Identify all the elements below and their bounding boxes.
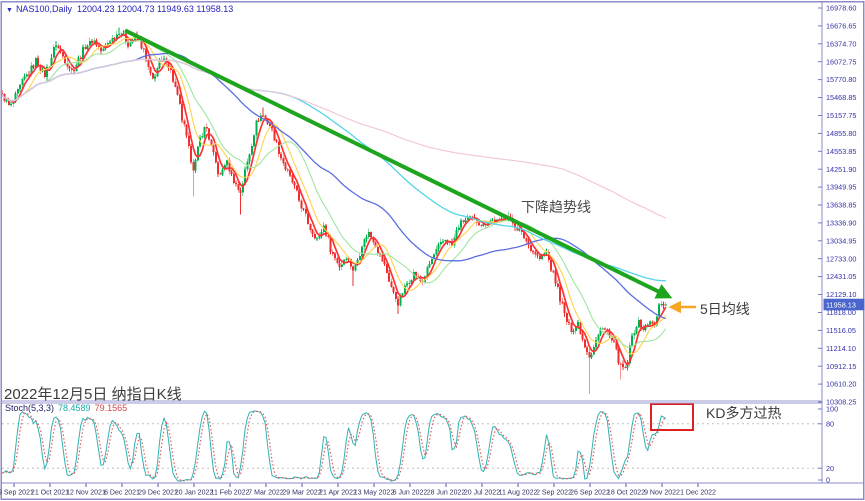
date-axis-label: 26 Sep 2022 [570, 490, 610, 497]
chart-caption-text[interactable]: 2022年12月5日 纳指日K线 [4, 386, 182, 403]
price-axis-label: 11516.05 [826, 326, 856, 335]
date-axis-label: 18 Oct 2022 [607, 490, 645, 497]
price-axis-label: 13638.85 [826, 201, 856, 210]
downtrend-line-object[interactable] [124, 28, 673, 299]
price-axis-label: 14553.85 [826, 147, 856, 156]
trendline-annotation-label[interactable]: 下降趋势线 [521, 199, 591, 215]
date-axis-label: 20 Jul 2022 [464, 490, 500, 497]
price-axis-label: 10912.15 [826, 362, 856, 371]
price-axis-label: 16374.70 [826, 39, 856, 48]
current-price-tag: 11958.13 [823, 298, 865, 311]
date-axis-label: 13 May 2022 [354, 490, 395, 497]
date-axis-label: 7 Mar 2022 [248, 490, 284, 497]
date-axis-label: 21 Apr 2022 [319, 490, 357, 497]
ma5-annotation-label[interactable]: 5日均线 [700, 301, 750, 317]
price-axis-label: 15157.75 [826, 111, 856, 120]
date-axis-label: 11 Aug 2022 [499, 490, 538, 497]
ma-20-line [1, 40, 667, 348]
date-axis-label: 29 Dec 2021 [138, 490, 178, 497]
date-axis-label: 28 Jun 2022 [427, 490, 466, 497]
date-axis-label: 6 Jun 2022 [393, 490, 428, 497]
stochastic-d-value: 79.1565 [94, 403, 128, 413]
price-axis-label: 13034.95 [826, 236, 856, 245]
date-axis-label: 20 Jan 2022 [175, 490, 214, 497]
stoch-d-line [1, 410, 667, 482]
price-axis-label: 16676.65 [826, 22, 856, 31]
date-axis-label: 21 Oct 2021 [31, 490, 69, 497]
stoch-axis-label: 80 [826, 419, 834, 428]
date-axis-label: 9 Nov 2022 [644, 490, 680, 497]
symbol-label: NAS100,Daily [15, 4, 72, 14]
date-axis-label: 2 Sep 2022 [536, 490, 572, 497]
stochastic-k-value: 78.4589 [58, 403, 91, 413]
price-axis-label: 10308.25 [826, 398, 856, 407]
price-axis-label: 16072.75 [826, 57, 856, 66]
ma-250-line [1, 58, 667, 219]
date-axis-label: 11 Feb 2022 [211, 490, 250, 497]
current-price-value: 11958.13 [826, 300, 856, 309]
ohlc-values: 12004.23 12004.73 11949.63 11958.13 [76, 4, 234, 14]
price-axis-label: 12431.05 [826, 272, 856, 281]
price-axis-label: 15468.85 [826, 93, 856, 102]
stochastic-label: Stoch(5,3,3) [5, 403, 55, 413]
price-axis-label: 12733.00 [826, 254, 856, 263]
price-axis-label: 11214.10 [826, 344, 856, 353]
kd-annotation-label[interactable]: KD多方过热 [706, 405, 782, 421]
date-axis-label: 6 Dec 2021 [104, 490, 140, 497]
price-axis-label: 13336.90 [826, 219, 856, 228]
symbol-ohlc-header: ▼ NAS100,Daily 12004.23 12004.73 11949.63… [6, 4, 233, 14]
price-axis-label: 14251.90 [826, 165, 856, 174]
stoch-axis-label: 20 [826, 464, 834, 473]
stoch-k-line [1, 410, 667, 482]
ma-10-line [1, 37, 667, 355]
stoch-axis-label: 100 [826, 405, 838, 414]
date-axis-label: 29 Sep 2021 [0, 490, 34, 497]
price-axis-label: 13949.95 [826, 183, 856, 192]
ma-5-line [1, 33, 667, 367]
stoch-level-lines [2, 423, 822, 469]
panel-separator[interactable] [2, 400, 822, 404]
stoch-axis-label: 0 [826, 476, 830, 485]
price-axis-label: 14855.80 [826, 129, 856, 138]
price-axis-label: 16978.60 [826, 4, 856, 13]
price-axis-label: 15770.80 [826, 75, 856, 84]
date-axis-label: 12 Nov 2021 [66, 490, 106, 497]
price-axis-label: 12129.10 [826, 290, 856, 299]
price-axis[interactable]: 16978.60 16676.65 16374.70 16072.75 15770.80… [818, 4, 856, 407]
price-axis-label: 11818.00 [826, 308, 856, 317]
stochastic-header: Stoch(5,3,3) 78.4589 79.1565 [5, 403, 127, 413]
date-axis-label: 29 Mar 2022 [282, 490, 321, 497]
date-axis-label: 1 Dec 2022 [680, 490, 716, 497]
price-axis-label: 10610.20 [826, 380, 856, 389]
stoch-axis[interactable]: 100 80 20 0 [818, 405, 838, 485]
kd-highlight-rectangle[interactable] [650, 403, 694, 431]
collapse-triangle-icon: ▼ [6, 7, 13, 14]
